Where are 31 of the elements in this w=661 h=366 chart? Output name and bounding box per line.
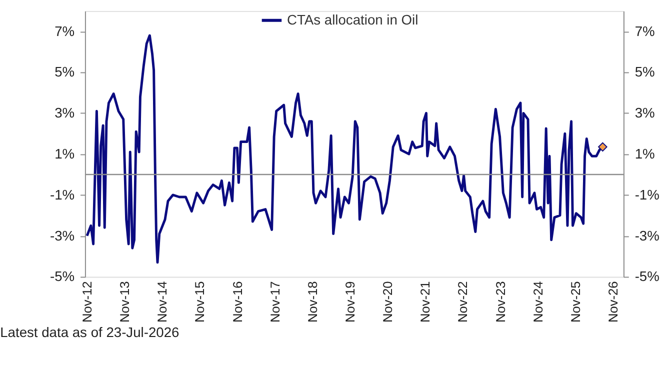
text: Latest data as of 23-Jul-2026 xyxy=(0,324,180,340)
x-tick-label: Nov-21 xyxy=(418,281,433,323)
y-tick-label: -3% xyxy=(50,227,75,244)
y-tick-label: 7% xyxy=(54,22,75,39)
y2-tick-label: -3% xyxy=(634,227,660,244)
x-tick-label: Nov-17 xyxy=(267,281,282,323)
x-tick-label: Nov-22 xyxy=(455,281,470,323)
x-tick-label: Nov-20 xyxy=(380,281,396,323)
x-tick-label: Nov-25 xyxy=(568,281,583,323)
x-tick-label: Nov-19 xyxy=(342,281,358,323)
x-tick-label: Nov-18 xyxy=(304,281,320,323)
y-tick-label: 3% xyxy=(54,104,75,121)
y2-tick-label: -1% xyxy=(634,186,660,202)
y-tick-label: 1% xyxy=(54,146,75,162)
x-tick-label: Nov-14 xyxy=(154,281,170,323)
y2-tick-label: -5% xyxy=(634,268,660,284)
x-tick-label: Nov-15 xyxy=(192,281,208,323)
y2-tick-label: 5% xyxy=(634,64,655,80)
y-tick-label: -5% xyxy=(50,268,75,284)
x-tick-label: Nov-24 xyxy=(530,281,546,323)
x-tick-label: Nov-26 xyxy=(606,281,621,323)
y2-tick-label: 3% xyxy=(634,104,655,121)
x-tick-label: Nov-23 xyxy=(492,281,508,323)
legend-label: CTAs allocation in Oil xyxy=(287,11,418,28)
y2-tick-label: 7% xyxy=(634,22,655,39)
y2-tick-label: 1% xyxy=(634,146,655,162)
x-tick-label: Nov-16 xyxy=(230,281,245,323)
y-tick-label: -1% xyxy=(50,186,75,202)
y-tick-label: 5% xyxy=(54,64,75,80)
x-tick-label: Nov-13 xyxy=(117,281,132,323)
x-tick-label: Nov-12 xyxy=(79,281,94,323)
